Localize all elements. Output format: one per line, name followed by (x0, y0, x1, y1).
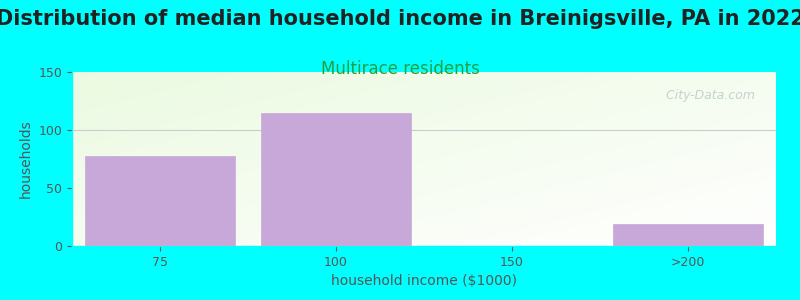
Text: Multirace residents: Multirace residents (321, 60, 479, 78)
X-axis label: household income ($1000): household income ($1000) (331, 274, 517, 288)
Text: Distribution of median household income in Breinigsville, PA in 2022: Distribution of median household income … (0, 9, 800, 29)
Bar (614, 224, 763, 246)
Y-axis label: households: households (19, 120, 33, 198)
Bar (86, 155, 235, 246)
Text: City-Data.com: City-Data.com (662, 89, 755, 102)
Bar (261, 112, 411, 246)
